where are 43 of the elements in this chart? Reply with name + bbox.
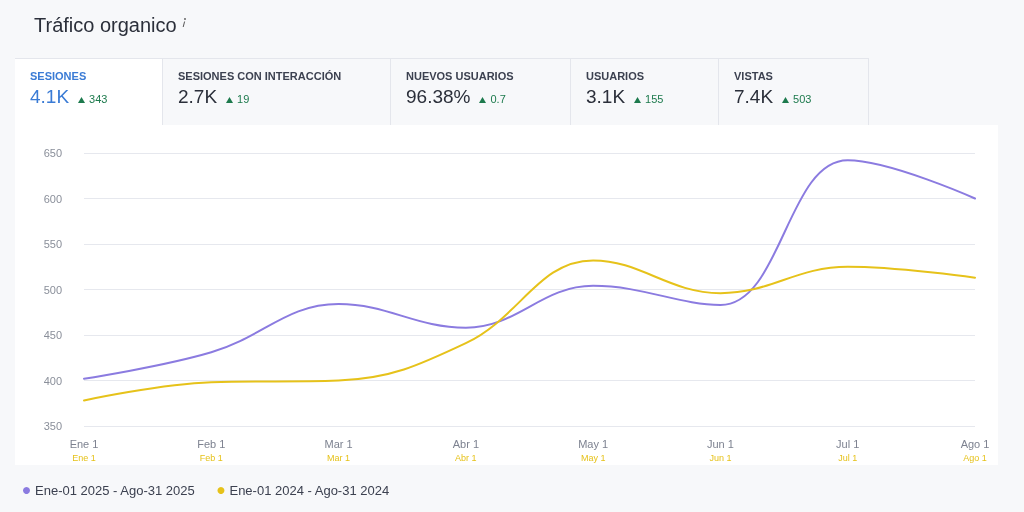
text: SESIONES [30, 70, 88, 82]
y-tick-label: 500 [43, 283, 62, 296]
x-tick-label: Feb 1 [197, 437, 226, 450]
line-series [83, 259, 976, 402]
text: 0.7 [490, 93, 506, 105]
x-tick-label: Ene 1 [69, 437, 99, 450]
legend-label: Ene-01 2024 - Ago-31 2024 [229, 483, 390, 498]
category-label: Ago 1 [963, 452, 987, 463]
category-label: Abr 1 [455, 452, 477, 463]
text: 3.1K [586, 86, 626, 108]
y-tick-label: 650 [43, 147, 62, 159]
x-tick-label: Abr 1 [452, 437, 480, 450]
text: USUARIOS [586, 70, 646, 82]
y-tick-label: 400 [43, 374, 62, 387]
text: 155 [645, 93, 664, 105]
line-series [83, 159, 976, 380]
y-tick-label: 550 [43, 238, 62, 250]
text: SESIONES CON INTERACCIÓN [178, 70, 343, 82]
text: 2.7K [178, 86, 218, 108]
text: NUEVOS USUARIOS [406, 70, 515, 82]
text: 343 [89, 93, 108, 105]
x-tick-label: Mar 1 [324, 437, 353, 450]
category-label: Mar 1 [327, 452, 351, 463]
x-tick-label: Jul 1 [836, 437, 860, 450]
text: VISTAS [734, 70, 774, 82]
text: 503 [793, 93, 812, 105]
chart-title: Tráfico organico [34, 14, 177, 36]
category-label: Feb 1 [199, 452, 223, 463]
text: 96.38% [406, 86, 471, 108]
y-tick-label: 350 [43, 420, 62, 432]
category-label: Jun 1 [709, 452, 732, 463]
legend-label: Ene-01 2025 - Ago-31 2025 [35, 483, 195, 498]
category-label: Ene 1 [72, 452, 96, 463]
y-tick-label: 450 [43, 329, 62, 341]
text: 4.1K [30, 86, 70, 108]
category-label: May 1 [580, 452, 606, 463]
text: 7.4K [734, 86, 774, 108]
y-tick-label: 600 [43, 192, 62, 205]
category-label: Jul 1 [838, 452, 858, 463]
text: 19 [237, 93, 250, 105]
x-tick-label: Jun 1 [706, 437, 734, 450]
x-tick-label: Ago 1 [960, 437, 990, 450]
x-tick-label: May 1 [578, 437, 609, 450]
